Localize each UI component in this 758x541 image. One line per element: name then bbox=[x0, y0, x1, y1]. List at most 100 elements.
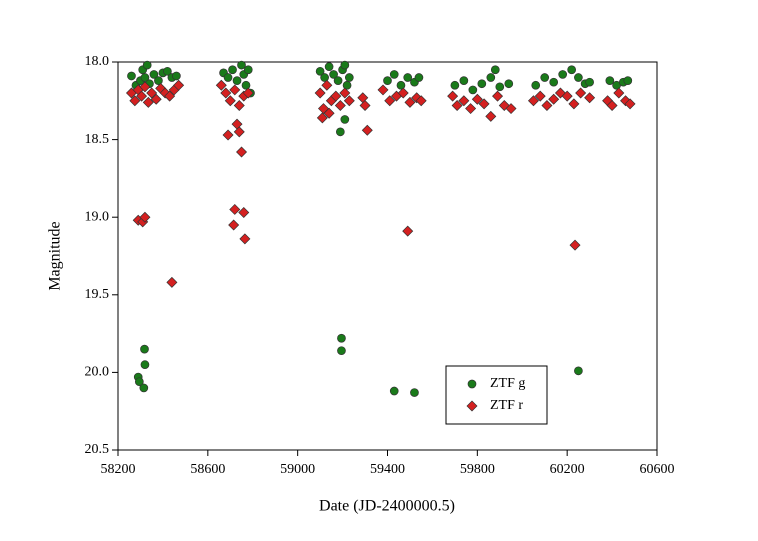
point bbox=[334, 99, 346, 111]
point bbox=[231, 118, 243, 130]
point bbox=[477, 79, 487, 89]
point bbox=[377, 84, 389, 96]
y-tick-label: 18.0 bbox=[85, 54, 110, 69]
x-tick-label: 58200 bbox=[101, 462, 136, 477]
x-tick-label: 59800 bbox=[460, 462, 495, 477]
y-tick-label: 19.0 bbox=[85, 209, 110, 224]
y-tick-label: 18.5 bbox=[85, 132, 110, 147]
point bbox=[403, 73, 413, 82]
point bbox=[585, 77, 594, 87]
legend-label: ZTF r bbox=[490, 398, 523, 413]
legend-marker bbox=[467, 379, 477, 389]
point bbox=[139, 211, 151, 223]
point bbox=[335, 127, 345, 137]
point bbox=[468, 85, 478, 95]
point bbox=[450, 80, 460, 90]
point bbox=[314, 87, 326, 99]
point bbox=[567, 65, 577, 75]
point bbox=[233, 126, 245, 138]
point bbox=[228, 65, 237, 75]
point bbox=[228, 219, 240, 231]
point bbox=[241, 80, 251, 90]
point bbox=[139, 81, 151, 93]
point bbox=[337, 333, 346, 343]
point bbox=[142, 96, 154, 108]
point bbox=[220, 87, 232, 99]
point bbox=[569, 239, 581, 251]
point bbox=[340, 115, 350, 124]
point bbox=[323, 107, 335, 119]
point bbox=[164, 90, 176, 102]
point bbox=[136, 90, 148, 102]
x-tick-label: 60600 bbox=[640, 462, 675, 477]
point bbox=[316, 112, 328, 124]
point bbox=[229, 203, 241, 215]
point bbox=[320, 73, 329, 82]
point bbox=[236, 146, 248, 158]
plot-frame bbox=[117, 61, 658, 451]
point bbox=[478, 98, 490, 110]
point bbox=[315, 66, 325, 76]
point bbox=[359, 99, 371, 111]
point bbox=[337, 346, 346, 356]
point bbox=[154, 76, 163, 85]
point bbox=[224, 95, 236, 107]
point bbox=[339, 87, 351, 99]
point bbox=[531, 80, 541, 90]
point bbox=[361, 124, 373, 136]
point bbox=[527, 95, 539, 107]
y-tick-label: 19.5 bbox=[85, 287, 110, 302]
point bbox=[140, 344, 149, 354]
point bbox=[127, 71, 136, 81]
point bbox=[574, 73, 583, 82]
point bbox=[451, 99, 463, 111]
point bbox=[146, 87, 158, 99]
point bbox=[541, 99, 553, 111]
point bbox=[140, 360, 150, 369]
point bbox=[223, 73, 233, 82]
point bbox=[163, 66, 172, 76]
point bbox=[558, 70, 568, 79]
legend-box bbox=[445, 365, 548, 425]
point bbox=[340, 60, 350, 70]
y-axis-title: Magnitude bbox=[47, 221, 64, 290]
point bbox=[492, 90, 504, 102]
point bbox=[485, 110, 497, 122]
point bbox=[329, 70, 338, 79]
point bbox=[459, 76, 469, 85]
point bbox=[548, 93, 560, 105]
point bbox=[222, 129, 234, 141]
point bbox=[142, 60, 152, 70]
point bbox=[150, 93, 162, 105]
legend-label: ZTF g bbox=[490, 376, 525, 391]
point bbox=[410, 388, 419, 397]
point bbox=[384, 95, 396, 107]
point bbox=[568, 98, 580, 110]
point bbox=[139, 383, 149, 393]
point bbox=[534, 90, 546, 102]
point bbox=[624, 98, 636, 110]
y-tick-label: 20.5 bbox=[85, 442, 110, 457]
point bbox=[243, 65, 253, 75]
point bbox=[232, 76, 242, 85]
point bbox=[172, 71, 181, 81]
point bbox=[397, 87, 409, 99]
point bbox=[159, 87, 171, 99]
point bbox=[540, 73, 550, 82]
point bbox=[486, 73, 496, 82]
point bbox=[237, 60, 246, 70]
point bbox=[415, 95, 427, 107]
point bbox=[242, 87, 254, 99]
point bbox=[404, 96, 416, 108]
point bbox=[324, 62, 334, 72]
point bbox=[606, 99, 618, 111]
point bbox=[233, 99, 245, 111]
point bbox=[389, 386, 399, 396]
point bbox=[357, 92, 369, 104]
y-tick-label: 20.0 bbox=[85, 365, 110, 380]
point bbox=[215, 79, 227, 91]
point bbox=[238, 207, 250, 219]
point bbox=[342, 80, 352, 90]
point bbox=[414, 73, 424, 82]
point bbox=[396, 80, 406, 90]
